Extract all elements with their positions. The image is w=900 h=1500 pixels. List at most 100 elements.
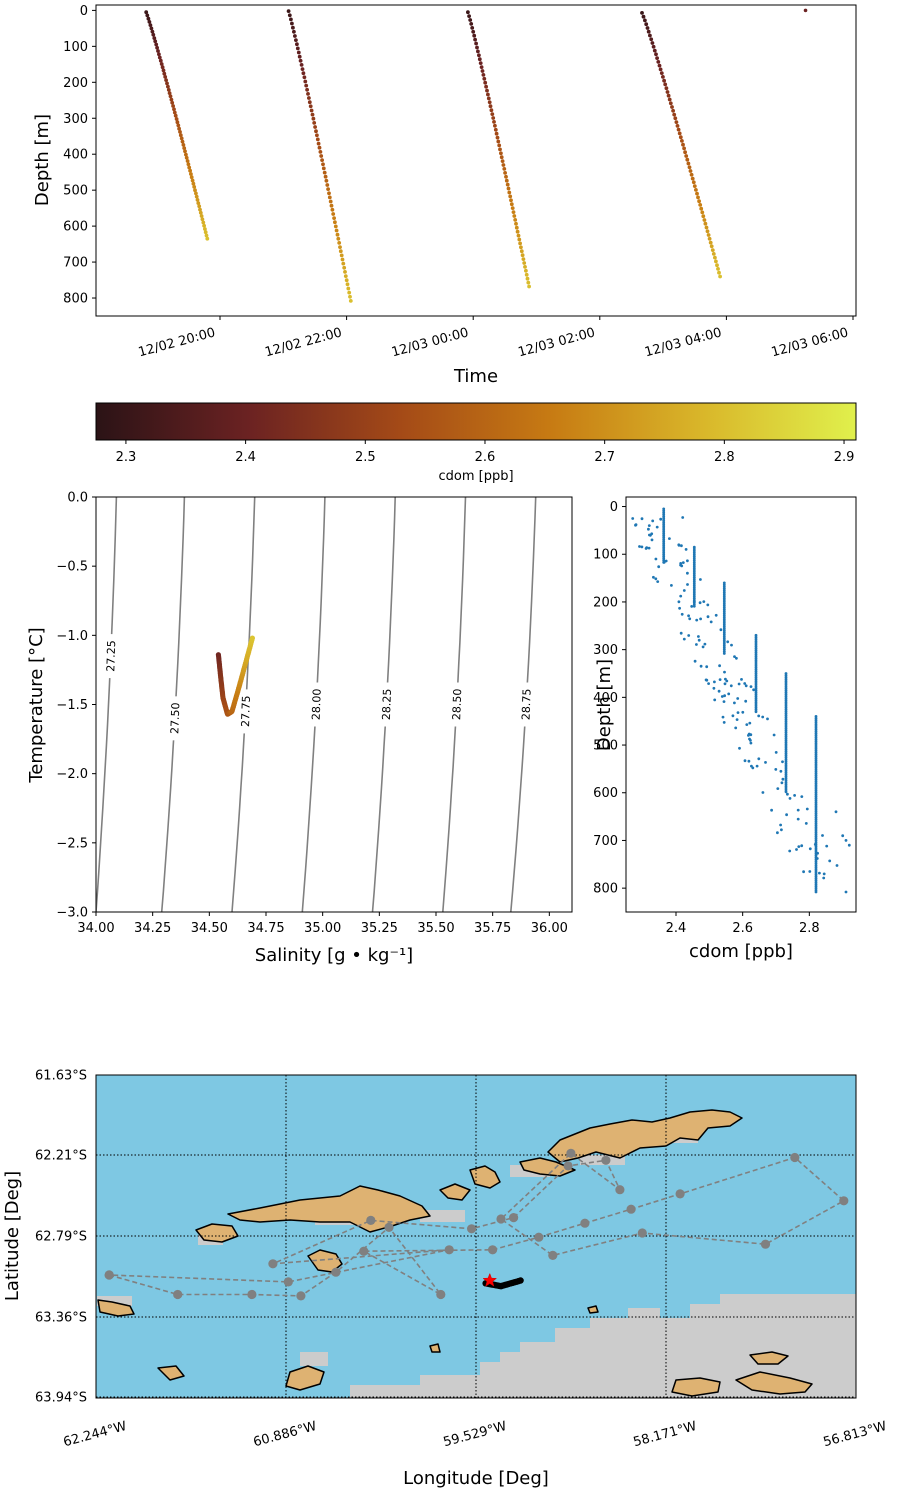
map-frame <box>95 1074 857 1399</box>
cdom-point <box>779 823 782 827</box>
contour-label-bg <box>519 682 534 727</box>
profile-point <box>172 107 176 112</box>
cdom-point <box>713 680 716 684</box>
x-tick-label: 12/02 20:00 <box>137 325 217 360</box>
waypoint <box>563 1161 573 1171</box>
ice-patch <box>420 1210 465 1222</box>
ts-profile-group <box>215 635 255 717</box>
x-tick-label: 12/03 02:00 <box>517 325 597 360</box>
profile-point <box>677 131 682 136</box>
profile-point <box>678 135 683 140</box>
y-tick-label: 800 <box>63 292 88 307</box>
cdom-point <box>788 797 792 800</box>
cdom-point <box>743 682 747 685</box>
profile-point <box>199 214 204 218</box>
cdom-point <box>841 834 845 838</box>
cdom-point <box>754 660 758 664</box>
profile-point <box>508 194 513 199</box>
profile-point <box>315 133 319 138</box>
profile-point <box>481 73 486 77</box>
profile-point <box>151 32 156 37</box>
cdom-point <box>754 710 758 714</box>
profile-point <box>331 212 336 216</box>
profile-point <box>714 259 718 264</box>
cdom-point <box>719 628 723 632</box>
x-tick-label: 2.8 <box>799 921 820 936</box>
cdom-point <box>781 760 784 764</box>
profile-point <box>153 39 158 44</box>
colorbar-tick-label: 2.7 <box>594 450 615 465</box>
profile-point <box>194 194 199 199</box>
cdom-point <box>745 723 749 726</box>
profile-point <box>175 120 180 125</box>
profile-point <box>683 150 687 155</box>
profile-point <box>522 261 527 265</box>
waypoint <box>566 1148 576 1158</box>
profile-point <box>711 252 716 256</box>
cdom-point <box>743 759 747 763</box>
cdom-point <box>813 843 817 846</box>
cdom-point <box>740 678 743 681</box>
profile-point <box>297 54 302 59</box>
profile-point <box>681 142 685 147</box>
cdom-point <box>687 614 690 618</box>
profile-point <box>518 241 522 246</box>
y-tick-label: 700 <box>593 834 618 849</box>
y-tick-label: 400 <box>593 691 618 706</box>
cdom-point <box>647 527 650 531</box>
profile-point <box>185 159 190 163</box>
x-axis-label-text: Salinity [g • kg⁻¹] <box>255 945 413 966</box>
profile-point <box>497 143 502 148</box>
livingston-island <box>227 1185 431 1233</box>
profile-point <box>204 233 209 238</box>
profile-point <box>699 206 704 211</box>
cdom-point <box>828 859 832 863</box>
cdom-point <box>651 519 655 523</box>
profile-point <box>511 210 516 215</box>
cdom-point <box>818 871 821 875</box>
profile-point <box>515 229 520 234</box>
cdom-point <box>761 791 765 794</box>
cdom-point <box>692 583 696 587</box>
cdom-point <box>730 643 733 647</box>
profile-point <box>196 201 201 206</box>
cdom-point <box>647 546 651 550</box>
cdom-point <box>640 517 644 521</box>
contour-label-bg <box>238 689 253 734</box>
cdom-point <box>682 589 686 592</box>
cdom-point <box>733 655 736 658</box>
profile-point <box>195 198 200 202</box>
y-tick-label: −1.0 <box>56 629 88 644</box>
cdom-point <box>749 685 753 688</box>
profile-point <box>338 249 343 254</box>
profile-point <box>640 11 644 15</box>
cdom-point <box>735 718 739 721</box>
profile-point <box>706 233 711 237</box>
cdom-point <box>770 808 773 812</box>
profile-point <box>167 91 172 95</box>
x-tick-label: 36.00 <box>531 921 568 936</box>
y-tick-label: −0.5 <box>56 560 88 575</box>
y-tick-label: 100 <box>63 40 88 55</box>
y-tick-label: 0 <box>610 500 618 515</box>
contour-label: 27.75 <box>239 695 253 727</box>
profile-point <box>501 163 506 167</box>
profile-point <box>509 202 514 207</box>
y-tick-label: 600 <box>593 786 618 801</box>
profile-point <box>146 16 151 21</box>
profile-point <box>178 130 182 134</box>
x-axis-label: cdom [ppb] <box>689 941 793 962</box>
profile-point <box>192 185 197 189</box>
cdom-point <box>686 583 689 586</box>
cdom-point <box>802 870 805 874</box>
cdom-point <box>814 766 818 770</box>
cdom-point <box>780 781 784 785</box>
cdom-point <box>722 625 726 629</box>
cdom-point <box>668 537 671 540</box>
profile-point <box>471 29 476 34</box>
waypoint <box>790 1152 800 1163</box>
profile-point <box>161 68 166 73</box>
profile-point <box>500 159 505 164</box>
land <box>97 1109 813 1397</box>
